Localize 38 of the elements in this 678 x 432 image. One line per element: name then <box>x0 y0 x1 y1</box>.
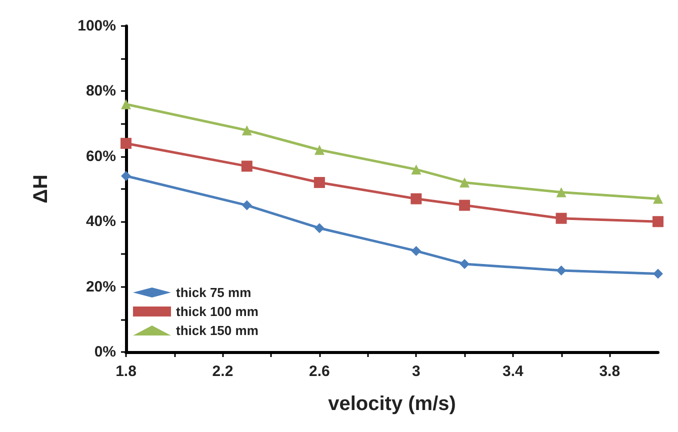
point <box>556 187 566 198</box>
point <box>411 246 422 256</box>
point <box>121 170 131 181</box>
x-axis-title: velocity (m/s) <box>328 393 456 415</box>
y-tick-label: 80% <box>86 82 116 100</box>
y-tick-label: 20% <box>86 278 116 296</box>
point <box>314 176 325 188</box>
point <box>242 200 252 210</box>
point <box>314 223 324 234</box>
point <box>460 258 470 269</box>
point <box>242 125 252 136</box>
legend-label: thick 150 mm <box>176 323 258 338</box>
point <box>653 268 663 279</box>
point <box>653 194 663 204</box>
legend-label: thick 100 mm <box>176 304 258 319</box>
x-tick-label: 3.4 <box>502 363 524 380</box>
point <box>556 266 566 276</box>
point <box>241 160 252 172</box>
x-tick-label: 1.8 <box>116 363 136 380</box>
point <box>121 99 131 110</box>
x-tick-label: 3 <box>412 363 420 380</box>
point <box>460 177 470 188</box>
x-tick-label: 2.6 <box>309 363 330 380</box>
point <box>314 144 324 155</box>
x-tick-label: 2.2 <box>212 363 234 380</box>
legend-label: thick 75 mm <box>176 285 252 300</box>
y-tick-label: 60% <box>86 148 116 165</box>
point <box>556 212 567 224</box>
point <box>411 164 422 174</box>
y-tick-label: 0% <box>94 344 116 360</box>
point <box>410 193 422 204</box>
y-axis-title: ΔH <box>30 174 52 204</box>
y-tick-label: 100% <box>78 18 116 34</box>
y-tick-label: 40% <box>86 213 116 230</box>
point <box>652 216 664 228</box>
point <box>459 200 470 211</box>
x-tick-label: 3.8 <box>599 363 620 380</box>
point <box>120 138 132 149</box>
